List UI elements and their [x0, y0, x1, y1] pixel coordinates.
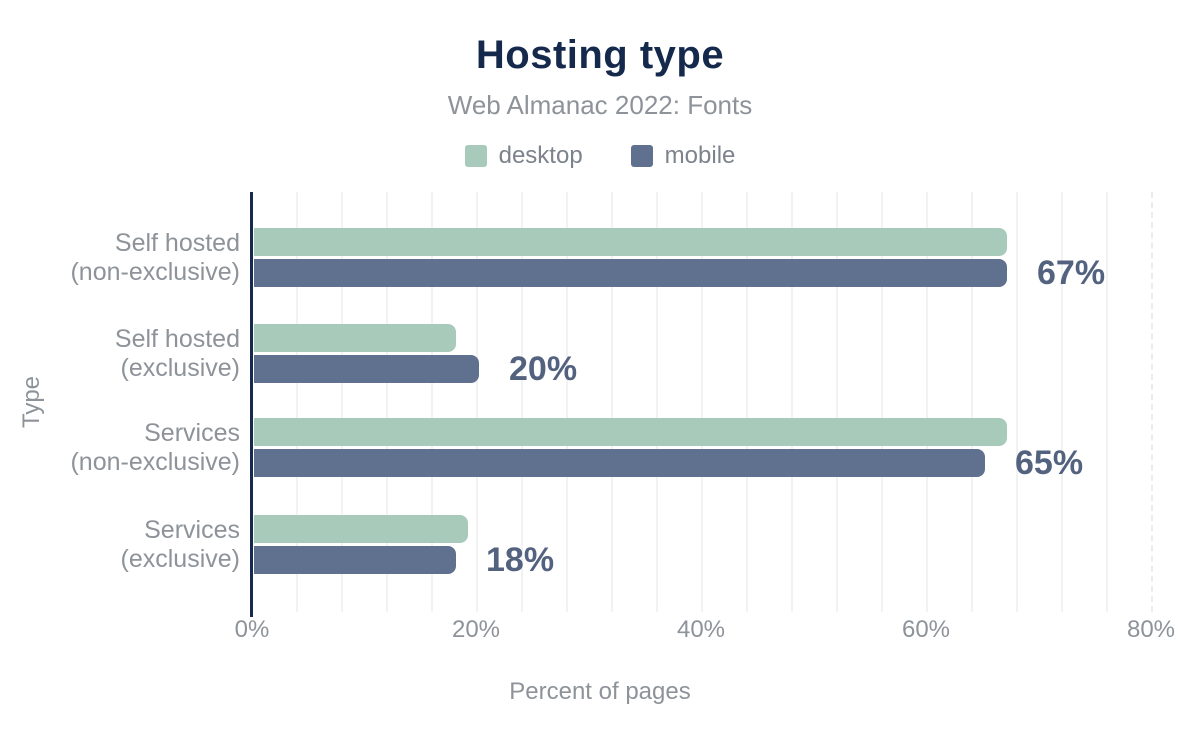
gridline — [341, 192, 343, 612]
category-axis-labels: Self hosted (non-exclusive) Self hosted (ex… — [0, 192, 240, 617]
bar-desktop-group-0 — [254, 228, 1007, 256]
category-label-line: (non-exclusive) — [70, 447, 240, 476]
gridline — [791, 192, 793, 612]
chart-title: Hosting type — [475, 33, 725, 77]
gridline — [1061, 192, 1063, 612]
legend-label: mobile — [664, 142, 736, 169]
category-label-line: Services — [144, 515, 240, 544]
x-tick-80%: 80% — [1126, 616, 1176, 643]
x-tick-20%: 20% — [451, 616, 501, 643]
legend: desktop mobile — [0, 142, 1200, 170]
category-label-2: Services (non-exclusive) — [0, 419, 240, 477]
legend-item-mobile: mobile — [630, 142, 736, 170]
bar-desktop-group-1 — [254, 324, 456, 352]
value-label-group-1: 20% — [509, 350, 578, 388]
legend-swatch-mobile — [630, 145, 653, 167]
value-label-group-0: 67% — [1037, 254, 1106, 292]
category-label-line: (exclusive) — [120, 544, 240, 573]
x-axis-title-text: Percent of pages — [509, 678, 691, 705]
category-label-line: (exclusive) — [120, 353, 240, 382]
gridline — [566, 192, 568, 612]
gridline — [386, 192, 388, 612]
gridline — [1016, 192, 1018, 612]
bar-mobile-group-1 — [254, 355, 479, 383]
gridline — [1106, 192, 1108, 612]
y-axis-line — [250, 192, 253, 617]
gridline — [611, 192, 613, 612]
category-label-line: Self hosted — [114, 324, 240, 353]
bar-mobile-group-0 — [254, 259, 1007, 287]
gridline — [701, 192, 703, 612]
category-label-0: Self hosted (non-exclusive) — [0, 229, 240, 287]
category-label-3: Services (exclusive) — [0, 516, 240, 574]
x-axis-title: Percent of pages — [0, 678, 1200, 706]
gridline — [926, 192, 928, 612]
gridline — [476, 192, 478, 612]
gridline — [746, 192, 748, 612]
gridline-80pct-dashed — [1151, 192, 1153, 612]
category-label-line: (non-exclusive) — [70, 257, 240, 286]
value-label-group-2: 65% — [1015, 444, 1084, 482]
gridline — [836, 192, 838, 612]
bar-mobile-group-3 — [254, 546, 456, 574]
plot-area: 67% 20% 65% 18% — [254, 192, 1164, 617]
x-tick-60%: 60% — [901, 616, 951, 643]
gridline — [521, 192, 523, 612]
value-label-group-3: 18% — [486, 541, 555, 579]
category-label-line: Self hosted — [114, 228, 240, 257]
bar-desktop-group-2 — [254, 418, 1007, 446]
legend-label: desktop — [498, 142, 583, 169]
gridline — [656, 192, 658, 612]
x-tick-40%: 40% — [676, 616, 726, 643]
x-axis-tick-labels: 0% 20% 40% 60% 80% — [0, 616, 1200, 646]
bar-mobile-group-2 — [254, 449, 985, 477]
gridline — [296, 192, 298, 612]
chart-subtitle: Web Almanac 2022: Fonts — [447, 90, 753, 120]
legend-item-desktop: desktop — [464, 142, 583, 170]
category-label-line: Services — [144, 418, 240, 447]
category-label-1: Self hosted (exclusive) — [0, 325, 240, 383]
bar-desktop-group-3 — [254, 515, 468, 543]
x-tick-0%: 0% — [234, 616, 270, 643]
gridline — [881, 192, 883, 612]
legend-swatch-desktop — [464, 145, 487, 167]
gridline — [971, 192, 973, 612]
gridline — [431, 192, 433, 612]
